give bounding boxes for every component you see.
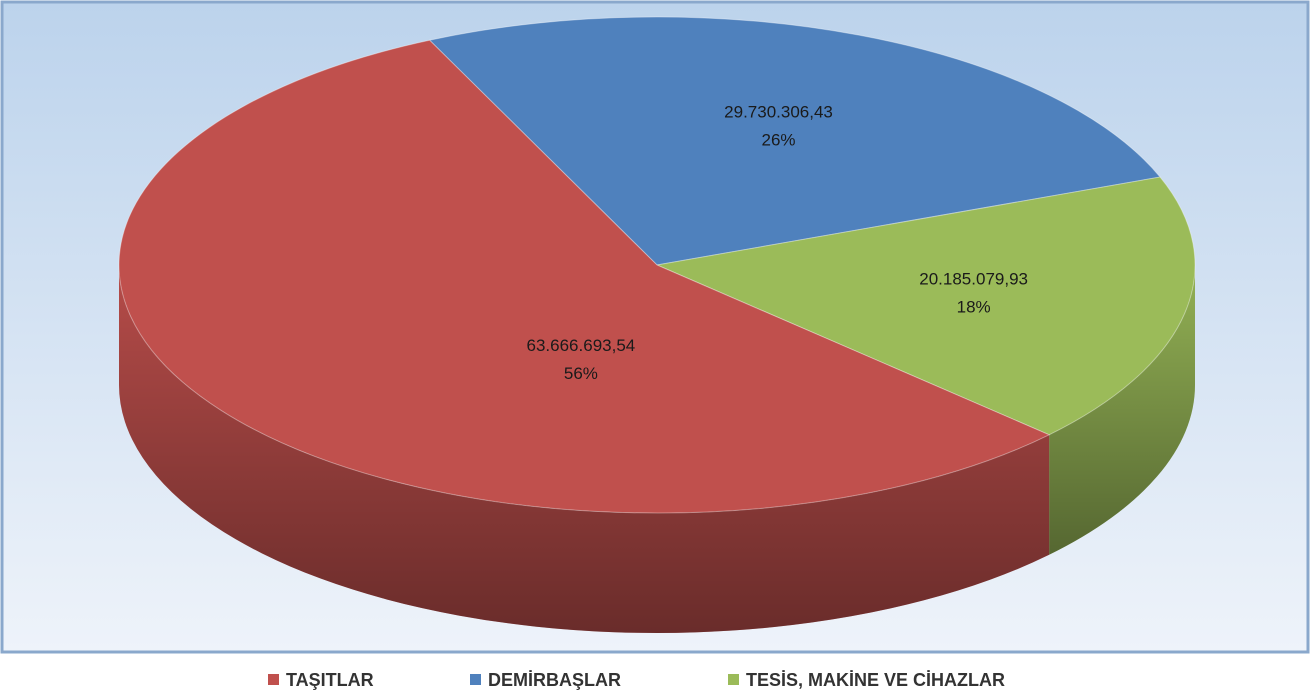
legend-swatch — [470, 674, 481, 685]
slice — [118, 39, 1051, 514]
legend: TAŞITLAR DEMİRBAŞLAR TESİS, MAKİNE VE CİHA… — [268, 670, 1005, 690]
percent-label: 18% — [957, 297, 991, 316]
slice — [428, 16, 1161, 266]
slice-side-shade — [119, 265, 1050, 633]
legend-label: TESİS, MAKİNE VE CİHAZLAR — [746, 670, 1005, 690]
percent-label: 56% — [564, 364, 598, 383]
legend-label: DEMİRBAŞLAR — [488, 670, 621, 690]
legend-label: TAŞITLAR — [286, 670, 374, 690]
slice-side-shade — [1049, 265, 1195, 555]
percent-label: 26% — [762, 131, 796, 150]
value-label: 63.666.693,54 — [527, 336, 636, 355]
value-label: 29.730.306,43 — [724, 103, 833, 122]
pie: 29.730.306,43 26% 20.185.079,93 18% 63.666.6… — [118, 16, 1196, 633]
legend-swatch — [268, 674, 279, 685]
value-label: 20.185.079,93 — [919, 269, 1028, 288]
legend-swatch — [728, 674, 739, 685]
slice — [655, 176, 1196, 436]
